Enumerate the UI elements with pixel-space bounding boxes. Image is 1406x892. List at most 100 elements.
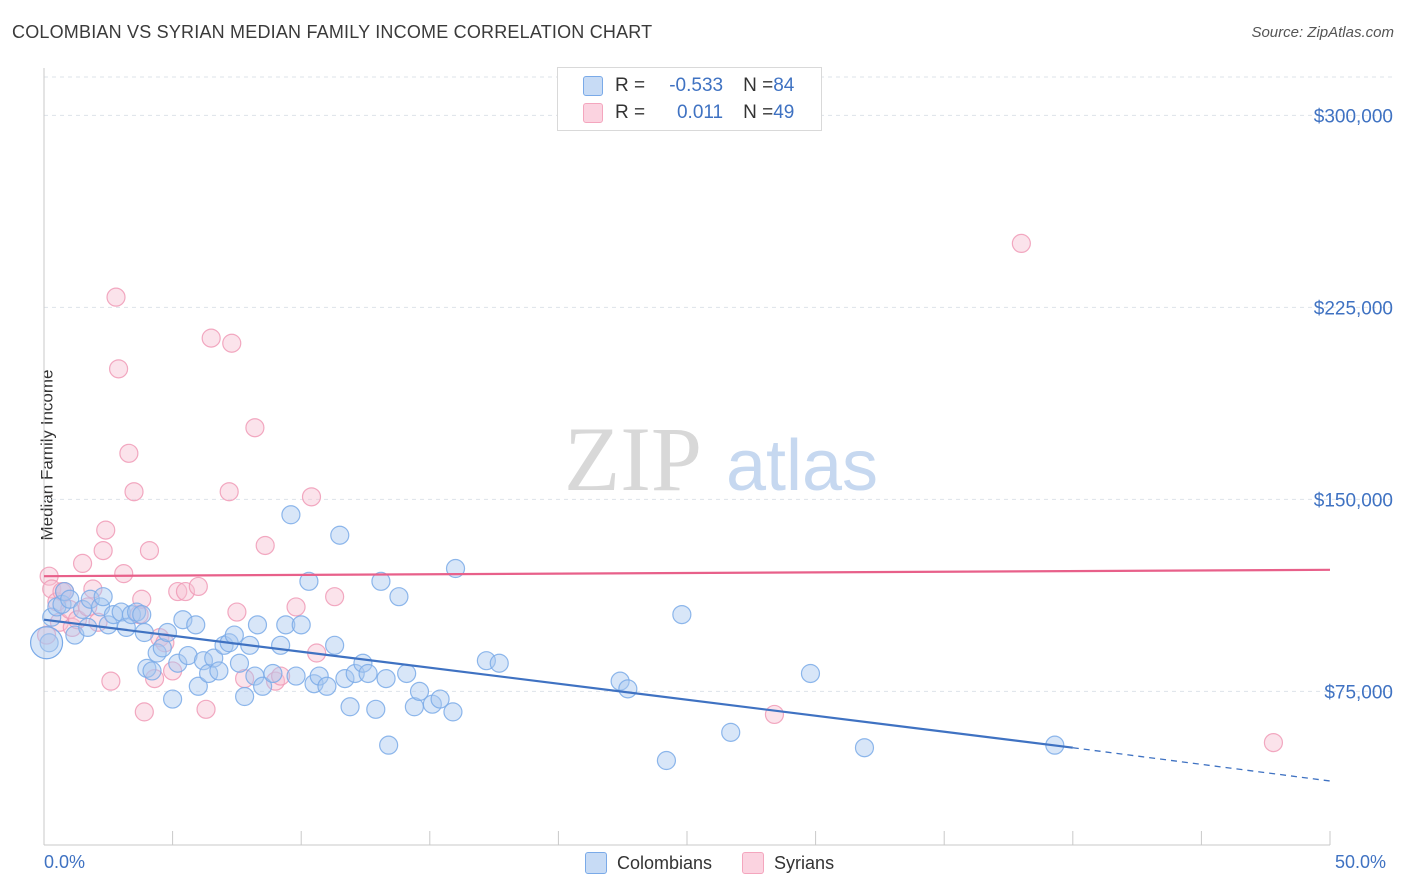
- colombian-point: [186, 615, 206, 635]
- legend-item-colombians: Colombians: [585, 852, 712, 874]
- y-tick-label: $150,000: [1314, 490, 1393, 511]
- colombian-point: [121, 604, 142, 625]
- colombian-point: [358, 663, 378, 684]
- colombian-point: [445, 558, 466, 579]
- colombian-point: [253, 676, 273, 696]
- watermark-zip: ZIP: [564, 408, 702, 510]
- colombian-point: [335, 668, 355, 689]
- source-credit: Source: ZipAtlas.com: [1251, 24, 1394, 41]
- colombian-point: [204, 648, 224, 668]
- syrian-point: [114, 564, 134, 584]
- colombian-point: [178, 645, 198, 666]
- colombian-point: [247, 615, 268, 635]
- syrian-point: [219, 482, 239, 502]
- y-tick-label: $300,000: [1314, 106, 1393, 127]
- r-label: R =: [615, 102, 646, 123]
- colombian-point: [286, 666, 306, 686]
- syrian-point: [1011, 233, 1031, 253]
- colombian-point: [366, 699, 386, 719]
- y-tick-label: $75,000: [1324, 682, 1393, 703]
- legend-swatch-syrians: [583, 103, 603, 123]
- colombian-point: [379, 735, 399, 755]
- colombian-point: [168, 653, 188, 673]
- trend-lines: [43, 568, 1331, 782]
- colombian-point: [489, 653, 509, 673]
- colombian-point: [39, 633, 59, 653]
- x-axis-min-label: 0.0%: [44, 852, 86, 872]
- colombian-point: [209, 661, 229, 681]
- colombian-point: [152, 638, 172, 658]
- colombian-point: [132, 604, 152, 625]
- syrian-point: [101, 671, 121, 691]
- y-tick-label: $225,000: [1314, 298, 1393, 319]
- syrian-point: [265, 671, 286, 691]
- colombian-point: [126, 602, 147, 622]
- colombian-point: [235, 686, 255, 707]
- syrian-point: [201, 328, 221, 348]
- legend-item-syrians: Syrians: [742, 852, 834, 874]
- syrian-point: [325, 587, 345, 607]
- colombian-point: [291, 615, 311, 635]
- correlation-legend: R = -0.533 N = 84 R = 0.011 N = 49: [557, 67, 822, 131]
- syrian-point: [271, 666, 291, 686]
- colombian-point: [317, 676, 337, 696]
- syrian-point: [301, 487, 322, 507]
- chart-title: COLOMBIAN VS SYRIAN MEDIAN FAMILY INCOME…: [12, 22, 653, 42]
- series-legend: Colombians Syrians: [585, 852, 864, 874]
- colombian-point: [618, 679, 638, 699]
- syrian-point: [108, 359, 129, 379]
- colombian-point: [263, 663, 283, 684]
- colombian-point: [163, 689, 183, 709]
- colombian-point: [173, 610, 193, 630]
- syrian-point: [188, 576, 208, 597]
- r-value: -0.533: [669, 75, 724, 96]
- y-tick-labels: $75,000 $150,000 $225,000 $300,000: [1314, 106, 1393, 703]
- colombian-point: [78, 617, 98, 638]
- n-value: 49: [773, 102, 795, 123]
- syrian-point: [175, 581, 196, 602]
- colombian-point: [93, 587, 113, 607]
- colombian-points: [29, 505, 1065, 771]
- syrian-point: [255, 535, 275, 556]
- syrian-point: [222, 333, 242, 353]
- syrian-point: [119, 443, 139, 463]
- legend-swatch-colombians: [585, 852, 607, 874]
- syrian-point: [227, 602, 247, 622]
- colombian-point: [330, 525, 350, 545]
- colombian-point: [672, 604, 692, 625]
- syrian-point: [96, 520, 116, 540]
- colombian-trend-line: [43, 618, 1073, 749]
- x-axis-max-label: 50.0%: [1335, 852, 1387, 872]
- colombian-point: [29, 626, 64, 660]
- colombian-point: [340, 697, 360, 717]
- legend-row-syrians: R = 0.011 N = 49: [583, 100, 794, 126]
- watermark-atlas: atlas: [726, 426, 878, 506]
- n-label: N =: [743, 75, 774, 96]
- syrian-point: [1263, 732, 1284, 753]
- n-label: N =: [743, 102, 774, 123]
- colombian-point: [188, 676, 208, 696]
- legend-swatch-syrians: [742, 852, 765, 874]
- colombian-point: [142, 661, 162, 681]
- colombian-point: [299, 571, 319, 591]
- syrian-point: [134, 702, 154, 722]
- syrian-point: [93, 540, 113, 561]
- colombian-point: [389, 587, 409, 607]
- legend-swatch-colombians: [583, 76, 603, 96]
- syrian-point: [168, 581, 188, 602]
- colombian-point: [325, 635, 345, 655]
- r-value: 0.011: [676, 102, 724, 123]
- axes: [43, 68, 1331, 846]
- syrian-point: [124, 482, 144, 502]
- r-label: R =: [615, 75, 646, 96]
- legend-label-colombians: Colombians: [617, 852, 713, 873]
- legend-label-syrians: Syrians: [774, 852, 835, 873]
- watermark: ZIP atlas: [564, 408, 878, 510]
- colombian-point: [281, 505, 301, 525]
- colombian-point: [116, 617, 136, 638]
- colombian-point: [147, 643, 167, 663]
- syrian-trend-line: [43, 568, 1331, 578]
- colombian-point: [397, 663, 417, 684]
- colombian-point: [800, 663, 821, 684]
- syrian-point: [72, 553, 93, 574]
